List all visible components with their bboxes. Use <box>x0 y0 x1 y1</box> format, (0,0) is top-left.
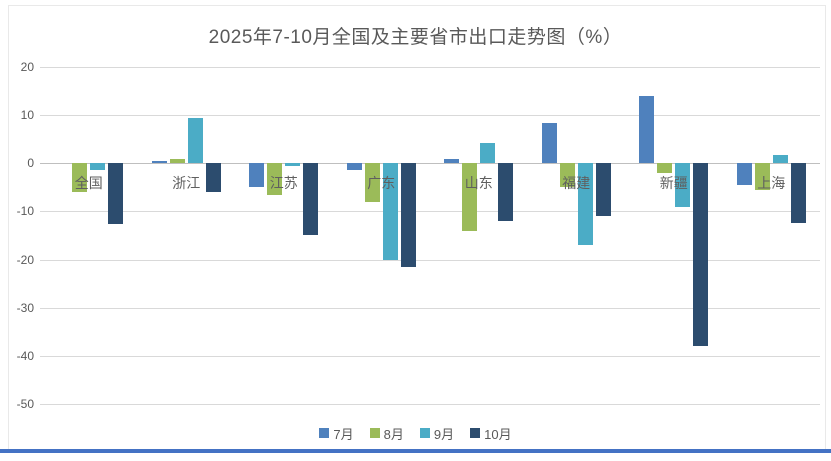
bar-9月-上海 <box>772 155 788 164</box>
gridline <box>40 307 820 309</box>
bar-10月-全国 <box>108 163 124 225</box>
bar-8月-江苏 <box>267 163 283 195</box>
gridline <box>40 259 820 261</box>
legend-label: 7月 <box>333 426 354 442</box>
legend-item: 10月 <box>470 424 512 443</box>
category-label: 福建 <box>562 177 591 193</box>
category-label: 浙江 <box>172 177 201 193</box>
y-axis-tick-label: 0 <box>27 156 34 171</box>
y-axis-tick-label: -20 <box>16 252 34 267</box>
bar-8月-福建 <box>559 163 575 188</box>
bottom-accent-line <box>0 449 831 453</box>
bar-9月-江苏 <box>285 163 301 166</box>
legend: 7月 8月 9月 10月 <box>0 423 831 443</box>
zero-axis-line <box>40 163 820 165</box>
plot-area: 20 10 0 -10 -20 -30 -40 -50 全国 浙江 江苏 广东 山东 福建 新疆 上海 <box>17 60 820 411</box>
legend-item: 9月 <box>419 424 455 443</box>
gridline <box>40 67 820 68</box>
bar-7月-福建 <box>541 123 557 164</box>
y-axis-tick-label: -40 <box>16 348 34 363</box>
bar-10月-广东 <box>400 163 416 267</box>
bar-8月-新疆 <box>657 163 673 173</box>
legend-swatch-icon <box>319 428 330 438</box>
bar-9月-浙江 <box>187 117 203 164</box>
bar-10月-新疆 <box>693 163 709 347</box>
legend-swatch-icon <box>419 428 430 438</box>
y-axis-tick-label: 20 <box>20 60 34 74</box>
gridline <box>40 404 820 405</box>
y-axis-tick-label: -10 <box>16 204 34 219</box>
category-label: 江苏 <box>269 177 298 193</box>
bar-8月-上海 <box>754 163 770 190</box>
y-axis-tick-label: 10 <box>20 108 34 123</box>
bar-7月-新疆 <box>639 95 655 164</box>
legend-swatch-icon <box>470 428 481 438</box>
category-label: 上海 <box>757 177 786 193</box>
bar-10月-山东 <box>498 163 514 222</box>
bar-8月-全国 <box>72 163 88 193</box>
bar-7月-山东 <box>444 158 460 164</box>
bar-7月-江苏 <box>249 163 265 188</box>
y-axis-tick-label: -50 <box>16 397 34 411</box>
bar-7月-广东 <box>346 163 362 171</box>
bar-9月-全国 <box>90 163 106 170</box>
legend-label: 10月 <box>484 426 512 442</box>
legend-item: 7月 <box>319 424 354 443</box>
gridline <box>40 115 820 117</box>
legend-label: 8月 <box>383 426 404 442</box>
bar-8月-山东 <box>462 163 478 231</box>
category-label: 全国 <box>74 177 103 193</box>
bar-9月-山东 <box>480 143 496 164</box>
category-label: 山东 <box>464 177 493 193</box>
bar-9月-广东 <box>382 163 398 260</box>
legend-label: 9月 <box>433 426 455 442</box>
category-label: 广东 <box>367 177 396 193</box>
bar-7月-浙江 <box>151 160 167 164</box>
bar-10月-福建 <box>595 163 611 217</box>
legend-swatch-icon <box>369 428 380 438</box>
chart-title: 2025年7-10月全国及主要省市出口走势图（%） <box>208 27 623 48</box>
gridline <box>40 211 820 213</box>
bar-8月-浙江 <box>169 159 185 164</box>
bar-10月-江苏 <box>303 163 319 236</box>
bar-9月-新疆 <box>675 163 691 207</box>
bar-10月-上海 <box>790 163 806 224</box>
bar-10月-浙江 <box>205 163 221 193</box>
y-axis-tick-label: -30 <box>16 300 34 315</box>
bar-9月-福建 <box>577 163 593 246</box>
category-label: 新疆 <box>659 177 688 193</box>
bar-7月-上海 <box>736 163 752 185</box>
legend-item: 8月 <box>369 424 404 443</box>
bar-8月-广东 <box>364 163 380 202</box>
gridline <box>40 355 820 357</box>
